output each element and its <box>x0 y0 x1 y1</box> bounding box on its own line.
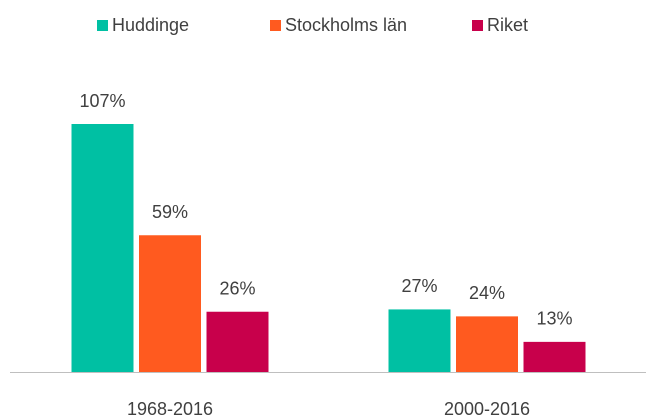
bar <box>388 309 451 372</box>
data-label: 59% <box>152 202 188 222</box>
legend-label: Stockholms län <box>285 15 407 35</box>
bar <box>139 235 201 372</box>
data-label: 27% <box>401 276 437 296</box>
legend-swatch <box>270 20 281 31</box>
data-label: 26% <box>219 278 255 298</box>
data-label: 107% <box>79 91 125 111</box>
legend-swatch <box>472 20 483 31</box>
bar <box>206 311 269 372</box>
data-label: 13% <box>536 309 572 329</box>
x-tick-label: 1968-2016 <box>127 399 213 419</box>
bar <box>523 341 586 372</box>
legend-label: Huddinge <box>112 15 189 35</box>
data-label: 24% <box>469 283 505 303</box>
bar <box>456 316 518 372</box>
x-tick-label: 2000-2016 <box>444 399 530 419</box>
legend-label: Riket <box>487 15 528 35</box>
bar <box>71 124 134 372</box>
legend-swatch <box>97 20 108 31</box>
